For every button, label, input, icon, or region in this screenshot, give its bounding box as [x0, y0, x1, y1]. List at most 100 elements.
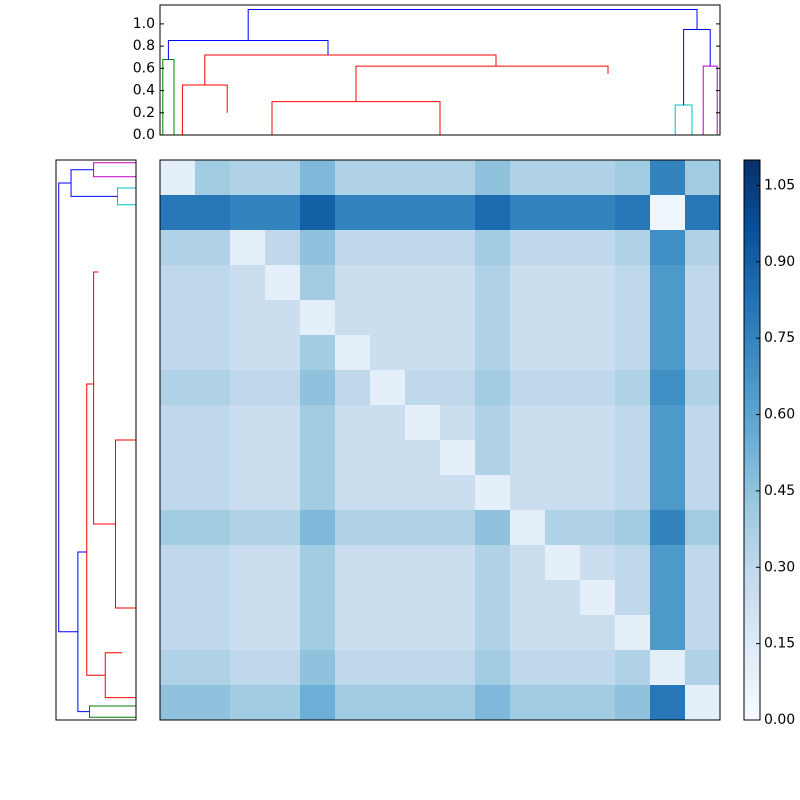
heatmap-cell [160, 580, 196, 616]
heatmap-cell [370, 545, 406, 581]
heatmap-cell [160, 475, 196, 511]
heatmap-cell [615, 370, 651, 406]
heatmap-cell [440, 545, 476, 581]
heatmap-cell [510, 650, 546, 686]
heatmap-cell [370, 440, 406, 476]
heatmap-cell [370, 265, 406, 301]
dendrogram-link [167, 40, 329, 60]
heatmap-cell [475, 685, 511, 721]
heatmap-cell [685, 405, 721, 441]
dendrogram-link [70, 169, 118, 197]
heatmap-cell [195, 440, 231, 476]
heatmap-cell [160, 370, 196, 406]
heatmap-cell [265, 195, 301, 231]
heatmap-cell [160, 265, 196, 301]
dendrogram-link [114, 439, 136, 609]
heatmap-cell [300, 265, 336, 301]
heatmap-cell [370, 650, 406, 686]
top-dendrogram-frame [159, 4, 721, 136]
heatmap-cell [650, 615, 686, 651]
heatmap-cell [440, 615, 476, 651]
heatmap-cell [615, 440, 651, 476]
heatmap-cell [265, 230, 301, 266]
heatmap-cell [405, 300, 441, 336]
dendrogram-link [86, 383, 106, 676]
heatmap-cell [335, 265, 371, 301]
heatmap-cell [475, 265, 511, 301]
dendrogram-link [702, 65, 718, 135]
heatmap-cell [230, 300, 266, 336]
heatmap-cell [580, 160, 616, 196]
dendrogram-link [674, 104, 693, 135]
heatmap-cell [370, 580, 406, 616]
heatmap-cell [405, 475, 441, 511]
heatmap-cell [545, 580, 581, 616]
heatmap-cell [615, 475, 651, 511]
heatmap-cell [615, 650, 651, 686]
heatmap-cell [335, 300, 371, 336]
heatmap-cell [685, 335, 721, 371]
heatmap-cell [510, 405, 546, 441]
heatmap-cell [230, 615, 266, 651]
heatmap-cell [195, 510, 231, 546]
heatmap-cell [545, 545, 581, 581]
heatmap-cell [440, 580, 476, 616]
colorbar [743, 159, 761, 721]
dendrogram-link [683, 28, 711, 105]
heatmap-cell [650, 405, 686, 441]
heatmap-cell [510, 230, 546, 266]
heatmap-cell [335, 510, 371, 546]
heatmap-cell [650, 160, 686, 196]
heatmap-cell [230, 650, 266, 686]
heatmap-cell [230, 230, 266, 266]
dendrogram-link [117, 187, 136, 206]
heatmap-cell [160, 685, 196, 721]
heatmap-cell [335, 335, 371, 371]
heatmap-cell [650, 650, 686, 686]
heatmap-cell [650, 265, 686, 301]
heatmap-cell [615, 615, 651, 651]
heatmap-cell [160, 335, 196, 371]
heatmap-cell [405, 510, 441, 546]
heatmap-cell [440, 265, 476, 301]
heatmap-cell [230, 545, 266, 581]
heatmap-cell [475, 580, 511, 616]
heatmap-cell [265, 405, 301, 441]
dendrogram-link [58, 182, 78, 633]
heatmap-cell [440, 160, 476, 196]
heatmap-cell [650, 440, 686, 476]
colorbar-tick-label: 0.90 [764, 254, 795, 270]
heatmap-cell [195, 160, 231, 196]
heatmap-cell [440, 370, 476, 406]
dendrogram-link [93, 271, 116, 525]
heatmap-cell [475, 230, 511, 266]
heatmap-cell [405, 230, 441, 266]
heatmap-cell [160, 440, 196, 476]
dendrogram-link [93, 162, 136, 178]
heatmap-cell [265, 440, 301, 476]
heatmap-cell [265, 650, 301, 686]
heatmap-cell [685, 160, 721, 196]
heatmap-cell [160, 650, 196, 686]
colorbar-tick-label: 0.45 [764, 483, 795, 499]
heatmap-cell [475, 335, 511, 371]
heatmap-cell [300, 160, 336, 196]
heatmap-cell [160, 615, 196, 651]
heatmap-cell [475, 160, 511, 196]
heatmap-cell [545, 195, 581, 231]
heatmap-cell [405, 195, 441, 231]
heatmap-cell [510, 370, 546, 406]
heatmap-cell [370, 160, 406, 196]
heatmap-cell [580, 580, 616, 616]
heatmap-cell [545, 160, 581, 196]
heatmap-cell [580, 195, 616, 231]
dendrogram-link [181, 84, 228, 135]
heatmap-cell [580, 615, 616, 651]
dendrogram-link [77, 551, 90, 713]
heatmap-cell [440, 230, 476, 266]
heatmap-cell [615, 230, 651, 266]
heatmap-cell [510, 160, 546, 196]
heatmap-cell [580, 335, 616, 371]
heatmap-cell [265, 335, 301, 371]
heatmap-cell [685, 545, 721, 581]
